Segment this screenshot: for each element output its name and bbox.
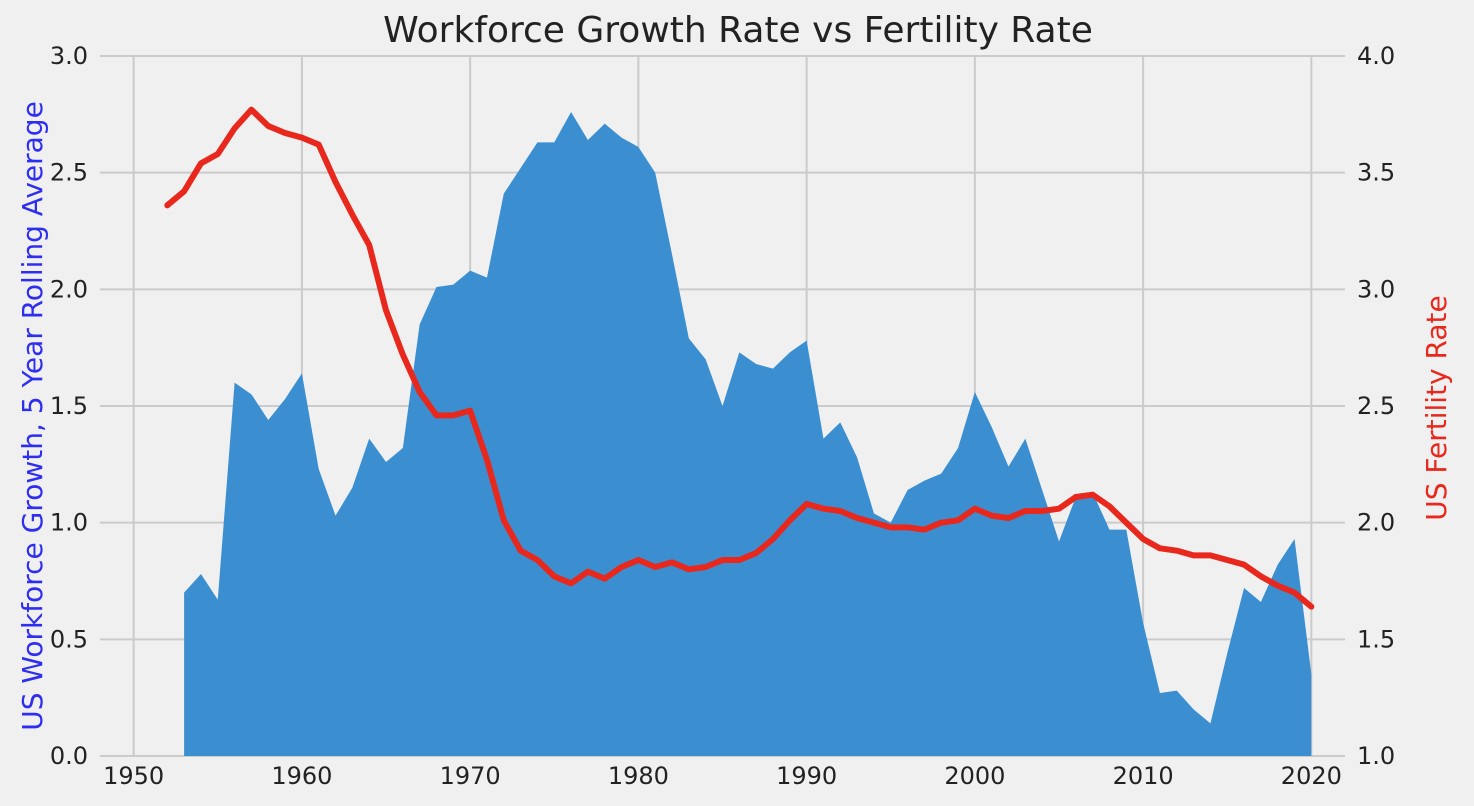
y-tick-label-right: 3.5 xyxy=(1357,159,1395,187)
y-tick-label-right: 1.0 xyxy=(1357,742,1395,770)
y-tick-label-right: 3.0 xyxy=(1357,275,1395,303)
chart-title: Workforce Growth Rate vs Fertility Rate xyxy=(383,10,1093,51)
x-tick-label: 1960 xyxy=(271,762,332,790)
y-tick-label-right: 4.0 xyxy=(1357,42,1395,70)
y-tick-label-left: 0.0 xyxy=(50,742,88,770)
y-axis-label-left: US Workforce Growth, 5 Year Rolling Aver… xyxy=(16,101,49,731)
y-tick-label-right: 2.0 xyxy=(1357,509,1395,537)
line-layer xyxy=(164,106,1315,610)
y-tick-label-right: 2.5 xyxy=(1357,392,1395,420)
y-tick-label-left: 2.5 xyxy=(50,159,88,187)
workforce-growth-area xyxy=(184,112,1312,756)
y-tick-label-left: 1.0 xyxy=(50,509,88,537)
area-layer xyxy=(184,112,1312,756)
x-tick-label: 2020 xyxy=(1281,762,1342,790)
x-tick-label: 1970 xyxy=(440,762,501,790)
y-axis-label-right: US Fertility Rate xyxy=(1420,295,1453,520)
x-tick-label: 1990 xyxy=(776,762,837,790)
x-tick-label: 2000 xyxy=(944,762,1005,790)
x-tick-label: 2010 xyxy=(1113,762,1174,790)
tick-layer: 1950 1960 1970 1980 1990 2000 2010 2020 0.0 0.5 1.… xyxy=(50,42,1395,790)
y-tick-label-left: 0.5 xyxy=(50,625,88,653)
y-tick-label-left: 2.0 xyxy=(50,275,88,303)
y-tick-label-left: 1.5 xyxy=(50,392,88,420)
x-tick-label: 1980 xyxy=(608,762,669,790)
fertility-rate-line xyxy=(164,106,1315,610)
x-tick-label: 1950 xyxy=(103,762,164,790)
y-tick-label-right: 1.5 xyxy=(1357,625,1395,653)
y-tick-label-left: 3.0 xyxy=(50,42,88,70)
